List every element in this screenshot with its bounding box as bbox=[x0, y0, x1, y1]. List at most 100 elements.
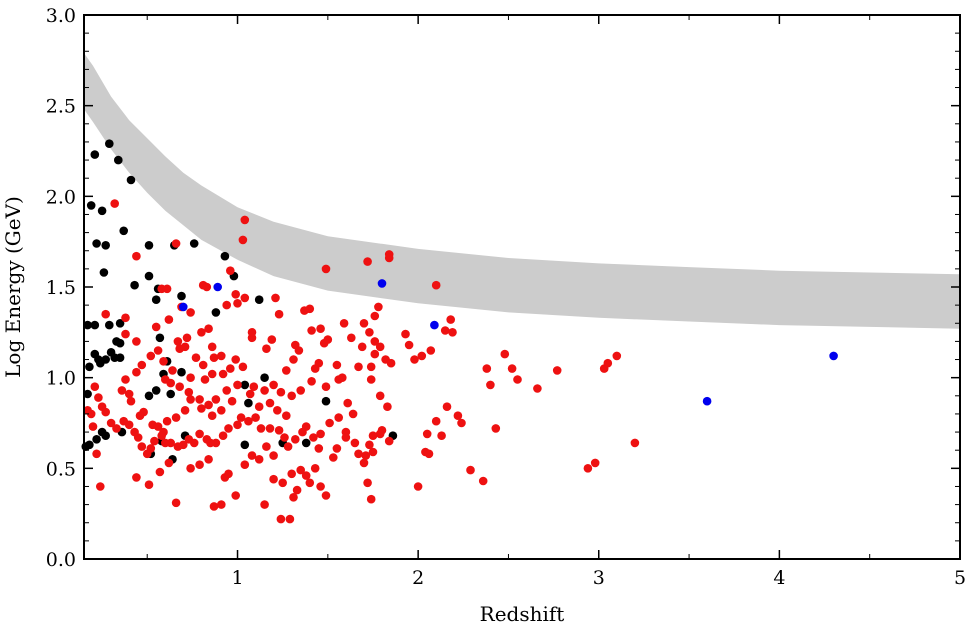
data-point-series-2 bbox=[287, 391, 297, 401]
data-point-series-2 bbox=[159, 357, 168, 366]
data-point-series-2 bbox=[339, 319, 349, 328]
data-point-series-2 bbox=[350, 438, 360, 448]
data-point-series-2 bbox=[198, 360, 208, 370]
data-point-series-2 bbox=[231, 290, 240, 299]
data-point-series-1 bbox=[92, 239, 101, 248]
data-point-series-2 bbox=[204, 455, 213, 464]
data-point-series-2 bbox=[386, 358, 396, 368]
data-point-series-2 bbox=[316, 429, 325, 439]
data-point-series-3 bbox=[213, 282, 222, 292]
data-point-series-1 bbox=[260, 373, 269, 383]
data-point-series-2 bbox=[97, 402, 107, 412]
data-point-series-2 bbox=[245, 389, 255, 399]
data-point-series-2 bbox=[359, 458, 369, 468]
data-point-series-2 bbox=[343, 398, 353, 408]
data-point-series-2 bbox=[184, 435, 194, 444]
data-point-series-2 bbox=[404, 340, 414, 350]
data-point-series-1 bbox=[321, 396, 331, 406]
data-point-series-2 bbox=[88, 422, 98, 431]
data-point-series-2 bbox=[431, 280, 441, 290]
data-point-series-2 bbox=[298, 427, 307, 437]
data-point-series-1 bbox=[211, 308, 221, 317]
data-point-series-1 bbox=[144, 391, 154, 401]
data-point-series-2 bbox=[168, 366, 177, 375]
data-point-series-2 bbox=[132, 251, 141, 261]
data-point-series-1 bbox=[126, 175, 136, 185]
data-point-series-2 bbox=[269, 380, 278, 390]
data-point-series-2 bbox=[195, 429, 204, 439]
data-point-series-2 bbox=[291, 435, 300, 444]
data-point-series-2 bbox=[321, 382, 331, 392]
data-point-series-2 bbox=[431, 416, 441, 426]
data-point-series-2 bbox=[424, 449, 434, 459]
data-point-series-2 bbox=[224, 469, 233, 479]
data-point-series-2 bbox=[265, 424, 275, 433]
data-point-series-2 bbox=[478, 476, 488, 486]
data-point-series-2 bbox=[182, 333, 192, 343]
data-point-series-2 bbox=[191, 353, 201, 363]
data-point-series-1 bbox=[166, 389, 175, 399]
data-point-series-2 bbox=[184, 387, 194, 397]
data-point-series-2 bbox=[157, 431, 166, 441]
data-point-series-1 bbox=[240, 440, 250, 450]
data-point-series-2 bbox=[233, 380, 242, 390]
data-point-series-2 bbox=[186, 464, 195, 473]
data-point-series-2 bbox=[117, 386, 127, 395]
data-point-series-2 bbox=[338, 373, 347, 383]
data-point-series-2 bbox=[283, 442, 293, 451]
data-point-series-1 bbox=[96, 358, 105, 368]
data-point-series-2 bbox=[171, 413, 181, 422]
data-point-series-2 bbox=[282, 366, 291, 375]
data-point-series-2 bbox=[590, 458, 600, 468]
data-point-series-2 bbox=[233, 420, 242, 430]
data-point-series-2 bbox=[224, 424, 233, 433]
data-point-series-2 bbox=[437, 431, 446, 441]
data-point-series-2 bbox=[384, 436, 394, 446]
data-point-series-2 bbox=[442, 402, 452, 412]
data-point-series-2 bbox=[307, 377, 316, 386]
energy-band bbox=[84, 53, 960, 329]
data-point-series-2 bbox=[482, 364, 492, 373]
data-point-series-2 bbox=[161, 375, 170, 384]
data-point-series-2 bbox=[204, 324, 213, 334]
data-point-series-2 bbox=[334, 413, 344, 422]
data-point-series-2 bbox=[260, 500, 269, 509]
data-point-series-2 bbox=[341, 433, 351, 442]
data-point-series-2 bbox=[457, 418, 466, 428]
data-point-series-2 bbox=[289, 355, 298, 364]
data-point-series-2 bbox=[276, 387, 286, 397]
data-point-series-2 bbox=[186, 395, 195, 404]
data-point-series-1 bbox=[105, 320, 114, 330]
data-point-series-2 bbox=[226, 364, 235, 373]
data-point-series-2 bbox=[375, 391, 385, 401]
data-point-series-2 bbox=[247, 451, 257, 460]
data-point-series-2 bbox=[294, 346, 304, 355]
data-point-series-3 bbox=[829, 351, 838, 361]
axis-ticks-layer: 1 2 3 4 5 0.0 0.5 1.0 1.5 2.0 2.5 3.0 bbox=[46, 5, 966, 589]
data-point-series-1 bbox=[99, 268, 109, 277]
data-point-series-2 bbox=[244, 416, 253, 426]
data-point-series-2 bbox=[612, 351, 622, 361]
data-point-series-3 bbox=[179, 302, 188, 312]
data-point-series-2 bbox=[332, 444, 342, 453]
data-point-series-2 bbox=[583, 464, 593, 473]
data-point-series-1 bbox=[254, 295, 264, 305]
data-point-series-2 bbox=[366, 494, 376, 504]
data-point-series-2 bbox=[446, 315, 456, 324]
data-point-series-1 bbox=[90, 320, 100, 330]
data-point-series-2 bbox=[186, 373, 195, 383]
x-tick-label: 5 bbox=[954, 567, 966, 589]
data-point-series-2 bbox=[287, 469, 297, 479]
data-point-series-2 bbox=[247, 328, 257, 337]
data-point-series-2 bbox=[162, 284, 172, 294]
data-point-series-2 bbox=[332, 360, 342, 370]
data-point-series-2 bbox=[254, 455, 264, 464]
data-point-series-2 bbox=[121, 375, 130, 384]
y-tick-label: 0.5 bbox=[46, 458, 76, 480]
data-point-series-2 bbox=[448, 328, 457, 337]
data-point-series-2 bbox=[269, 451, 278, 460]
data-point-series-1 bbox=[115, 319, 125, 328]
data-point-series-2 bbox=[370, 311, 380, 321]
data-point-series-2 bbox=[359, 319, 369, 328]
data-point-series-2 bbox=[314, 358, 324, 368]
